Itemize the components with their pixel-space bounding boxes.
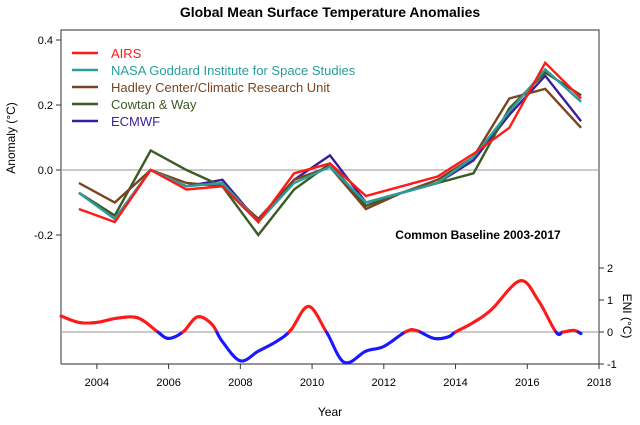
legend-label: Cowtan & Way xyxy=(111,97,197,112)
y-tick-label-right: 1 xyxy=(607,295,613,307)
legend-label: AIRS xyxy=(111,46,142,61)
y-tick-label-left: 0.2 xyxy=(38,100,53,112)
baseline-annotation: Common Baseline 2003-2017 xyxy=(395,228,561,242)
y-tick-label-right: 0 xyxy=(607,327,613,339)
chart-title: Global Mean Surface Temperature Anomalie… xyxy=(180,4,481,20)
x-tick-label: 2004 xyxy=(85,377,109,389)
y-tick-label-left: 0.4 xyxy=(38,35,53,47)
legend-label: ECMWF xyxy=(111,114,160,129)
series-line-airs xyxy=(78,60,582,224)
x-tick-label: 2018 xyxy=(587,377,611,389)
y-tick-label-right: 2 xyxy=(607,263,613,275)
x-tick-label: 2010 xyxy=(300,377,324,389)
y-axis-label-left: Anomaly (°C) xyxy=(4,102,18,173)
plot-frame xyxy=(60,29,600,365)
x-tick-label: 2016 xyxy=(515,377,539,389)
x-tick-label: 2006 xyxy=(156,377,180,389)
y-tick-label-left: -0.2 xyxy=(34,230,53,242)
x-axis-label: Year xyxy=(318,405,342,419)
y-axis-label-right: ENI (°C) xyxy=(620,294,634,339)
x-tick-label: 2008 xyxy=(228,377,252,389)
legend-label: NASA Goddard Institute for Space Studies xyxy=(111,63,356,78)
x-tick-label: 2012 xyxy=(372,377,396,389)
legend-label: Hadley Center/Climatic Research Unit xyxy=(111,80,330,95)
x-tick-label: 2014 xyxy=(443,377,467,389)
y-tick-label-left: 0.0 xyxy=(38,165,53,177)
y-tick-label-right: -1 xyxy=(607,359,617,371)
